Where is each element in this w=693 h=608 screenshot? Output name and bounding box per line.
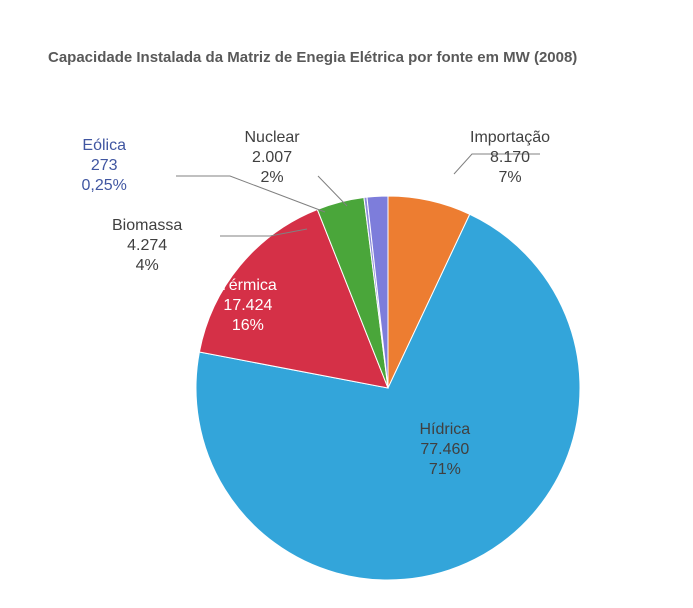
label-name: Importação [470,128,550,148]
label-nuclear: Nuclear2.0072% [245,128,300,188]
label-value: 2.007 [245,148,300,168]
label-value: 4.274 [112,236,182,256]
label-value: 17.424 [219,296,277,316]
label-termica: Térmica17.42416% [219,276,277,336]
label-value: 77.460 [420,440,471,460]
label-percent: 4% [112,256,182,276]
label-biomassa: Biomassa4.2744% [112,216,182,276]
pie-chart [0,0,693,608]
label-percent: 71% [420,460,471,480]
label-value: 8.170 [470,148,550,168]
label-name: Hídrica [420,420,471,440]
label-value: 273 [82,156,127,176]
label-percent: 0,25% [82,176,127,196]
label-percent: 7% [470,168,550,188]
label-name: Nuclear [245,128,300,148]
label-name: Eólica [82,136,127,156]
label-eolica: Eólica2730,25% [82,136,127,196]
label-name: Térmica [219,276,277,296]
label-importacao: Importação8.1707% [470,128,550,188]
label-percent: 2% [245,168,300,188]
label-percent: 16% [219,316,277,336]
label-hidrica: Hídrica77.46071% [420,420,471,480]
label-name: Biomassa [112,216,182,236]
leader-line-nuclear [318,176,347,206]
